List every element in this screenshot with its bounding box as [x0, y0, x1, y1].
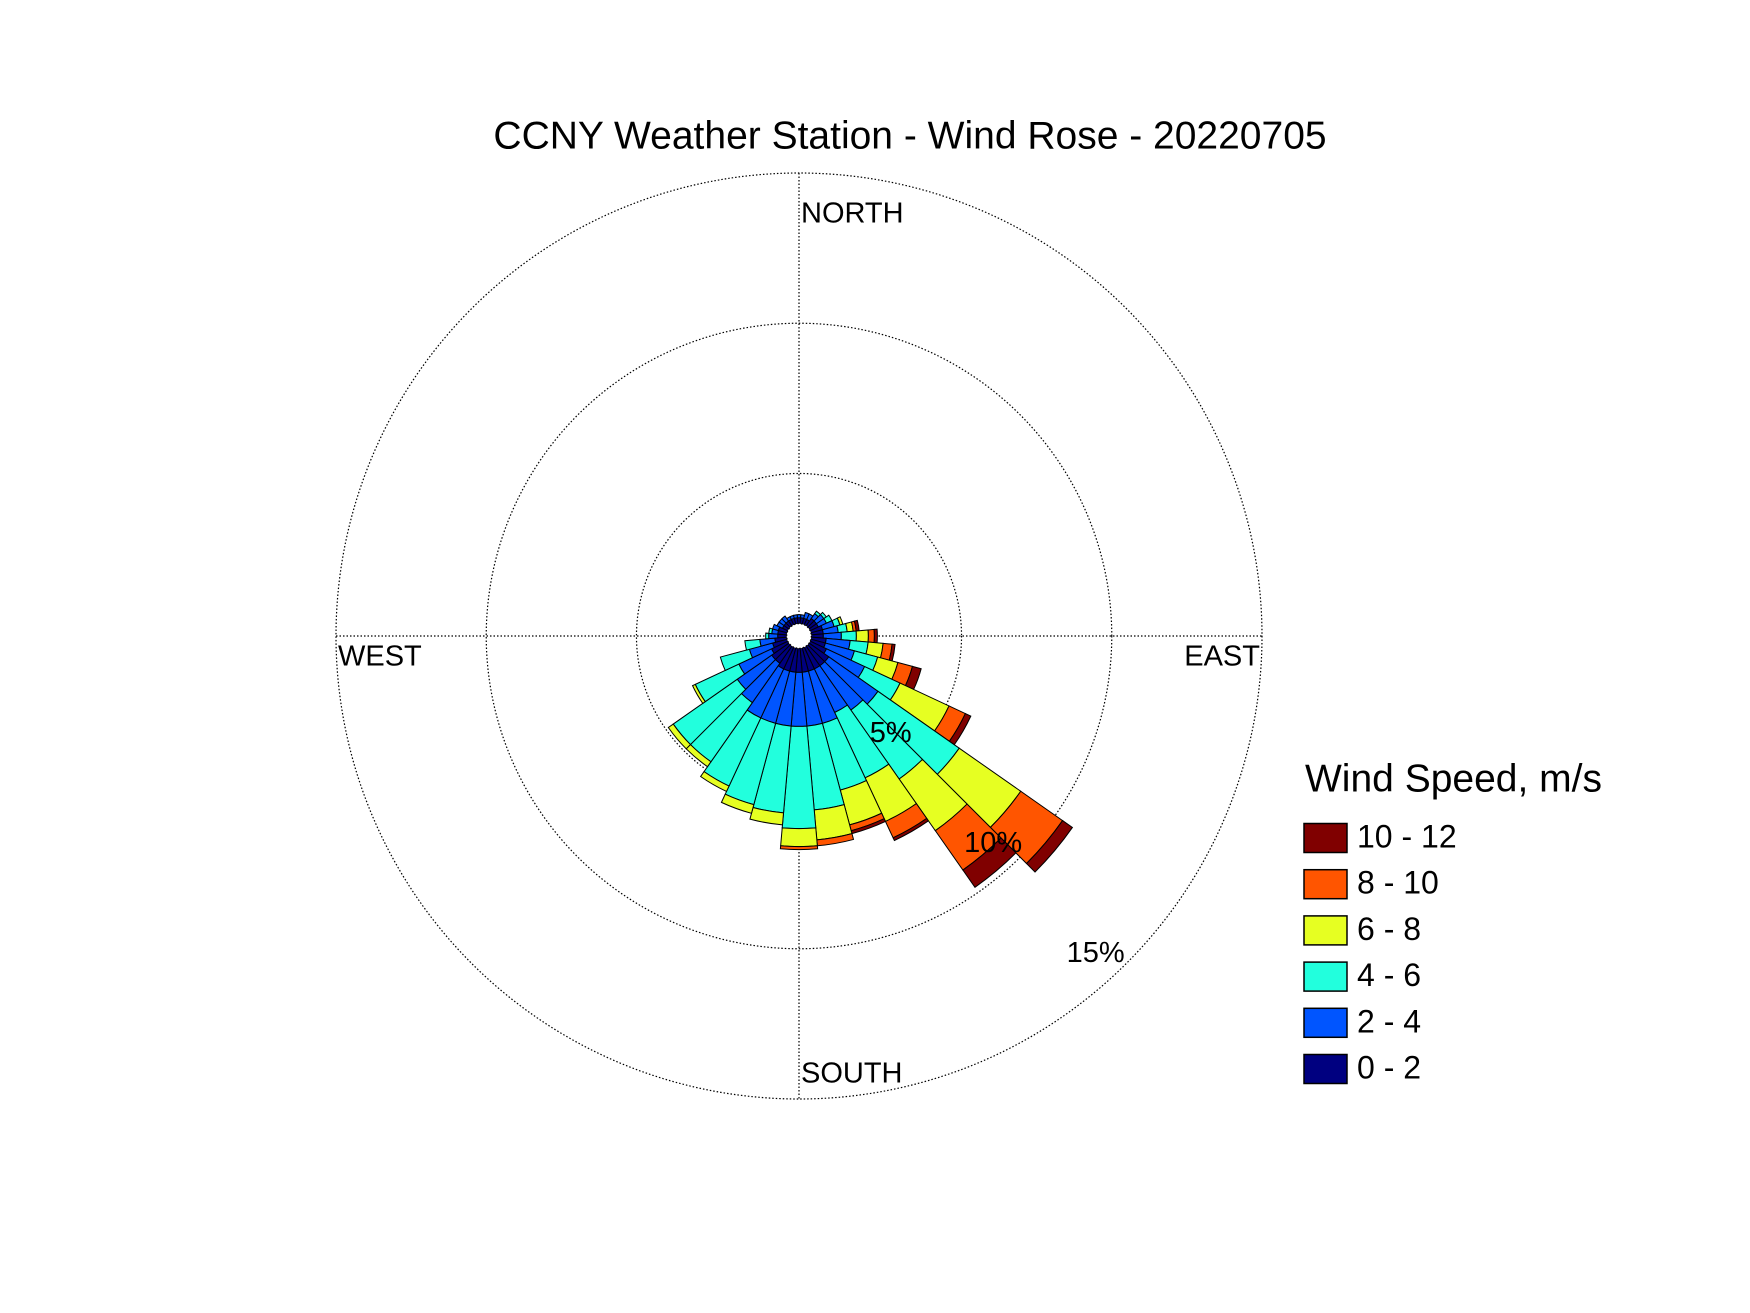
wind-wedge: [749, 806, 785, 826]
wind-wedge: [780, 827, 818, 848]
wind-wedge: [719, 648, 754, 672]
legend-label: 2 - 4: [1357, 1003, 1421, 1039]
wind-wedge: [744, 638, 762, 651]
wind-wedge: [691, 683, 706, 705]
center-hole: [786, 623, 812, 649]
legend-swatch: [1303, 1007, 1348, 1039]
legend-swatch: [1303, 961, 1348, 992]
chart-title: CCNY Weather Station - Wind Rose - 20220…: [493, 114, 1326, 157]
r-tick-label: 10%: [964, 827, 1022, 859]
legend-title: Wind Speed, m/s: [1305, 757, 1602, 800]
wind-wedge: [720, 793, 755, 814]
wind-wedge: [779, 845, 819, 851]
legend-swatch: [1303, 1053, 1348, 1085]
legend-label: 8 - 10: [1357, 865, 1439, 901]
legend-label: 4 - 6: [1357, 957, 1421, 993]
wind-wedge: [962, 837, 1017, 888]
grid-circle: [485, 322, 1113, 950]
legend-label: 10 - 12: [1357, 818, 1457, 854]
wind-wedge: [765, 632, 770, 640]
r-tick-label: 15%: [1067, 937, 1125, 969]
legend-swatch: [1303, 915, 1348, 946]
wind-wedge: [855, 629, 869, 643]
direction-label: WEST: [338, 641, 422, 673]
legend-swatch: [1303, 822, 1348, 854]
wind-wedge: [667, 723, 692, 750]
wind-wedge: [792, 614, 798, 619]
direction-label: NORTH: [801, 198, 904, 230]
wind-wedge: [781, 615, 790, 624]
wind-wedge: [768, 627, 774, 635]
wind-wedge: [867, 628, 875, 644]
legend-swatch: [1303, 868, 1348, 900]
direction-label: EAST: [1184, 641, 1260, 673]
legend-label: 6 - 8: [1357, 911, 1421, 947]
direction-label: SOUTH: [801, 1058, 903, 1090]
wind-wedge: [699, 770, 730, 793]
legend-label: 0 - 2: [1357, 1049, 1421, 1085]
wind-wedge: [873, 628, 878, 644]
wind-wedge: [771, 623, 781, 632]
grid-circle: [635, 472, 963, 800]
wind-wedge: [1025, 819, 1074, 873]
wind-wedge: [892, 817, 930, 842]
r-tick-label: 5%: [870, 717, 912, 749]
